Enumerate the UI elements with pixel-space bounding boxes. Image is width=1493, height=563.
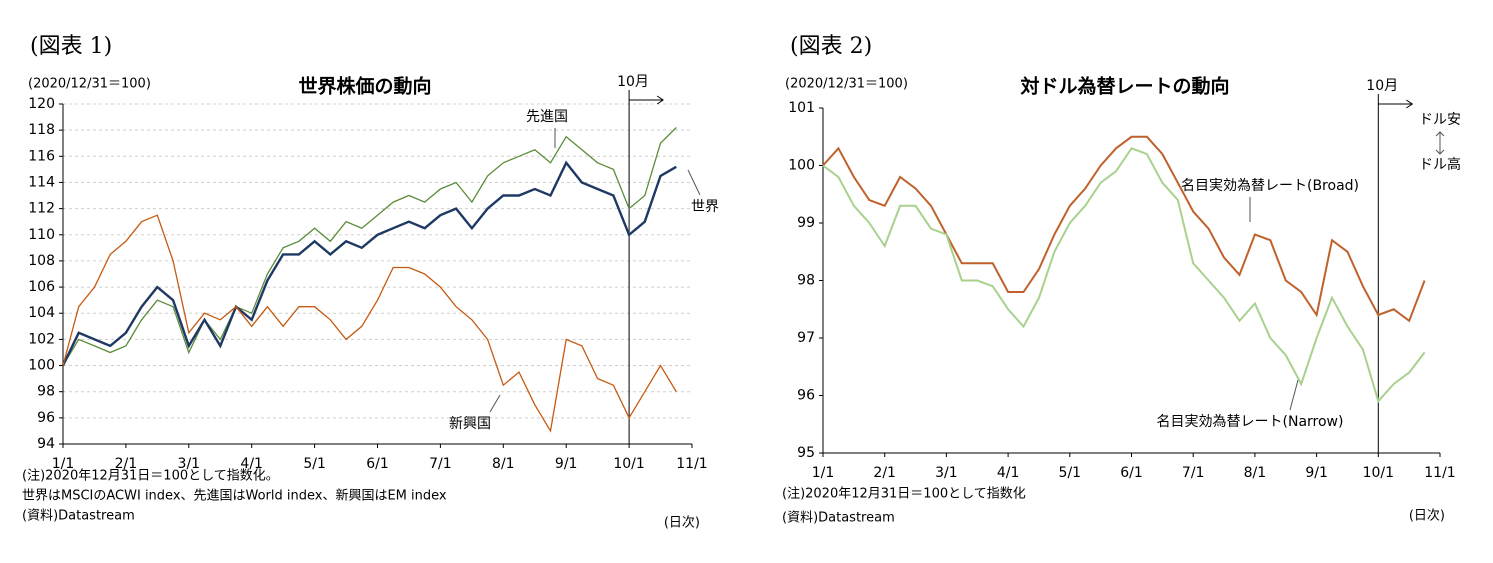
y-tick-label: 101 [788, 100, 815, 116]
series-line [62, 214, 677, 433]
y-tick-label: 112 [28, 201, 55, 217]
x-tick-label: 8/1 [492, 456, 515, 472]
y-tick-label: 116 [28, 148, 55, 164]
frequency-note: (日次) [1409, 508, 1445, 524]
direction-label: ドル安 [1419, 112, 1461, 128]
y-tick-label: 98 [797, 273, 815, 289]
x-tick-label: 5/1 [1059, 465, 1082, 481]
series-label: 先進国 [526, 109, 568, 125]
y-tick-label: 98 [37, 384, 55, 400]
series-line [822, 147, 1426, 404]
x-tick-label: 5/1 [303, 456, 326, 472]
chart-title: 世界株価の動向 [298, 75, 431, 98]
x-tick-label: 9/1 [1305, 465, 1328, 481]
marker-arrowhead [656, 95, 665, 105]
y-tick-label: 96 [37, 410, 55, 426]
x-tick-label: 4/1 [240, 456, 263, 472]
label-pointer [687, 169, 701, 196]
frequency-note: (日次) [664, 515, 700, 531]
y-tick-label: 97 [797, 330, 815, 346]
y-tick-label: 114 [28, 174, 55, 190]
marker-arrowhead [1406, 99, 1414, 109]
x-tick-label: 8/1 [1244, 465, 1267, 481]
x-tick-label: 7/1 [1182, 465, 1205, 481]
x-tick-label: 2/1 [115, 456, 138, 472]
note: (注)2020年12月31日＝100として指数化。 [22, 469, 279, 484]
x-tick-label: 11/1 [1424, 465, 1455, 481]
x-tick-label: 1/1 [812, 465, 835, 481]
figure-label: (図表 1) [30, 34, 112, 59]
unit-note: (2020/12/31＝100) [785, 77, 908, 92]
series-line [62, 127, 677, 366]
note: (資料)Datastream [782, 511, 895, 526]
direction-label: ドル高 [1419, 156, 1461, 173]
figure-label: (図表 2) [790, 34, 872, 59]
series-label: 名目実効為替レート(Narrow) [1157, 414, 1344, 430]
x-tick-label: 11/1 [676, 456, 707, 472]
x-tick-label: 3/1 [935, 465, 958, 481]
x-tick-label: 6/1 [1120, 465, 1143, 481]
y-tick-label: 95 [797, 445, 815, 461]
x-tick-label: 6/1 [366, 456, 389, 472]
series-label: 世界 [691, 199, 719, 215]
marker-label: 10月 [1366, 78, 1398, 94]
x-tick-label: 9/1 [555, 456, 578, 472]
x-tick-label: 4/1 [997, 465, 1020, 481]
y-tick-label: 94 [37, 436, 55, 452]
note: (資料)Datastream [22, 509, 135, 524]
note: (注)2020年12月31日＝100として指数化 [782, 487, 1026, 502]
y-tick-label: 96 [797, 388, 815, 404]
series-line [61, 160, 677, 367]
y-tick-label: 110 [28, 227, 55, 243]
direction-arrow [1435, 131, 1445, 155]
series-label: 新興国 [449, 416, 491, 432]
y-tick-label: 106 [28, 279, 55, 295]
note: 世界はMSCIのACWI index、先進国はWorld index、新興国はE… [22, 488, 447, 504]
y-tick-label: 118 [28, 122, 55, 138]
x-tick-label: 7/1 [429, 456, 452, 472]
x-tick-label: 2/1 [873, 465, 896, 481]
y-tick-label: 100 [788, 158, 815, 174]
y-tick-label: 99 [797, 215, 815, 231]
chart-title: 対ドル為替レートの動向 [1019, 75, 1229, 98]
marker-label: 10月 [617, 74, 649, 90]
y-tick-label: 108 [28, 253, 55, 269]
label-pointer [1289, 379, 1299, 411]
y-tick-label: 104 [28, 305, 55, 321]
y-tick-label: 102 [28, 331, 55, 347]
y-tick-label: 120 [28, 96, 55, 112]
x-tick-label: 1/1 [52, 456, 75, 472]
series-label: 名目実効為替レート(Broad) [1181, 178, 1359, 194]
x-tick-label: 3/1 [178, 456, 201, 472]
series-line [822, 135, 1426, 323]
unit-note: (2020/12/31＝100) [28, 77, 151, 92]
y-tick-label: 100 [28, 358, 55, 374]
x-tick-label: 10/1 [1363, 465, 1394, 481]
x-tick-label: 10/1 [613, 456, 644, 472]
label-pointer [489, 394, 501, 413]
